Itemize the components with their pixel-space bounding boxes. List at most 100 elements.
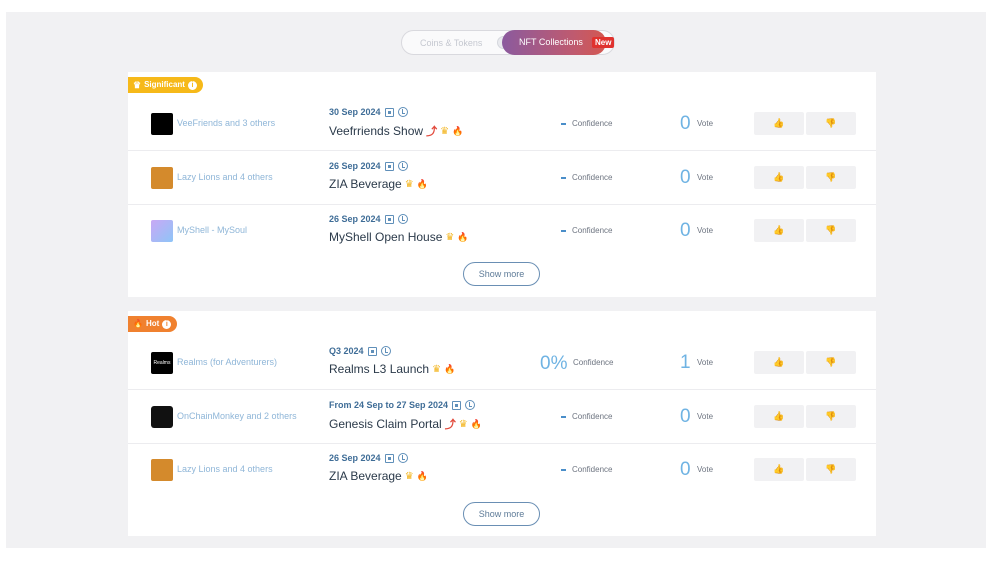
badge-label: Hot [145, 319, 160, 328]
thumbs-up-icon: 👍 [773, 411, 785, 421]
confidence-label: Confidence [572, 119, 613, 128]
confidence-label: Confidence [572, 226, 613, 235]
significant-section: ♛ Significant i VeeFriends and 3 others … [128, 72, 876, 297]
show-more-button[interactable]: Show more [463, 262, 540, 286]
confidence-value: 0% [540, 353, 568, 374]
flame-icon: 🔥 [452, 125, 464, 136]
upvote-button[interactable]: 👍 [754, 351, 804, 374]
collection-link[interactable]: VeeFriends and 3 others [177, 118, 276, 128]
vote-label: Vote [697, 412, 714, 421]
vote-label: Vote [697, 358, 714, 367]
clock-icon[interactable] [397, 107, 408, 117]
event-title[interactable]: ZIA Beverage ♛ 🔥 [329, 177, 428, 191]
calendar-icon[interactable] [452, 400, 462, 410]
event-date: 26 Sep 2024 [329, 214, 408, 224]
event-title[interactable]: Veefrriends Show ⤴ ♛ 🔥 [329, 124, 464, 138]
collection-avatar [151, 459, 173, 481]
downvote-button[interactable]: 👎 [806, 458, 856, 481]
vote-count: 0 [680, 459, 691, 480]
upvote-button[interactable]: 👍 [754, 219, 804, 242]
upvote-button[interactable]: 👍 [754, 166, 804, 189]
collection-avatar [151, 167, 173, 189]
upvote-button[interactable]: 👍 [754, 405, 804, 428]
collection-avatar [151, 220, 173, 242]
collection-link[interactable]: Lazy Lions and 4 others [177, 464, 273, 474]
new-badge: New [592, 37, 615, 48]
flame-icon: 🔥 [457, 231, 469, 242]
event-title[interactable]: ZIA Beverage ♛ 🔥 [329, 469, 428, 483]
clock-icon[interactable] [397, 161, 408, 171]
calendar-icon[interactable] [367, 346, 377, 356]
flame-icon: 🔥 [444, 363, 456, 374]
vote-count: 1 [680, 352, 691, 373]
info-icon[interactable]: i [162, 319, 172, 329]
vote-label: Vote [697, 465, 714, 474]
event-row[interactable]: Lazy Lions and 4 others 26 Sep 2024 ZIA … [128, 152, 876, 205]
event-row[interactable]: Realms Realms (for Adventurers) Q3 2024 … [128, 337, 876, 390]
show-more-button[interactable]: Show more [463, 502, 540, 526]
event-title[interactable]: Realms L3 Launch ♛ 🔥 [329, 362, 456, 376]
clock-icon[interactable] [397, 214, 408, 224]
event-title[interactable]: Genesis Claim Portal ⤴ ♛ 🔥 [329, 417, 482, 431]
coins-tokens-option[interactable]: Coins & Tokens [420, 38, 483, 48]
thumbs-down-icon: 👎 [825, 411, 837, 421]
downvote-button[interactable]: 👎 [806, 405, 856, 428]
confidence-label: Confidence [572, 412, 613, 421]
flame-icon: 🔥 [416, 178, 428, 189]
calendar-icon[interactable] [384, 161, 394, 171]
vote-count: 0 [680, 167, 691, 188]
vote-label: Vote [697, 226, 714, 235]
market-type-toggle[interactable]: Coins & Tokens NFT Collections New [401, 30, 615, 55]
downvote-button[interactable]: 👎 [806, 166, 856, 189]
confidence-value [561, 230, 566, 232]
confidence-label: Confidence [573, 358, 614, 367]
thumbs-up-icon: 👍 [773, 172, 785, 182]
event-title[interactable]: MyShell Open House ♛ 🔥 [329, 230, 469, 244]
downvote-button[interactable]: 👎 [806, 112, 856, 135]
calendar-icon[interactable] [384, 214, 394, 224]
crown-icon: ♛ [404, 178, 414, 190]
collection-link[interactable]: Lazy Lions and 4 others [177, 172, 273, 182]
confidence-value [561, 123, 566, 125]
crown-icon: ♛ [404, 470, 414, 482]
confidence-label: Confidence [572, 173, 613, 182]
event-date: 26 Sep 2024 [329, 453, 408, 463]
upvote-button[interactable]: 👍 [754, 112, 804, 135]
event-row[interactable]: VeeFriends and 3 others 30 Sep 2024 Veef… [128, 98, 876, 151]
event-row[interactable]: Lazy Lions and 4 others 26 Sep 2024 ZIA … [128, 444, 876, 497]
collection-avatar: Realms [151, 352, 173, 374]
crown-icon: ♛ [432, 363, 442, 375]
downvote-button[interactable]: 👎 [806, 219, 856, 242]
vote-label: Vote [697, 173, 714, 182]
upvote-button[interactable]: 👍 [754, 458, 804, 481]
thumbs-up-icon: 👍 [773, 225, 785, 235]
badge-label: Significant [144, 80, 185, 89]
thumbs-down-icon: 👎 [825, 172, 837, 182]
event-row[interactable]: OnChainMonkey and 2 others From 24 Sep t… [128, 391, 876, 444]
collection-link[interactable]: MyShell - MySoul [177, 225, 248, 235]
calendar-icon[interactable] [384, 107, 394, 117]
confidence-value [561, 469, 566, 471]
thumbs-down-icon: 👎 [825, 357, 837, 367]
crown-icon: ♛ [458, 418, 468, 430]
clock-icon[interactable] [380, 346, 391, 356]
thumbs-up-icon: 👍 [773, 118, 785, 128]
trending-up-icon: ⤴ [426, 126, 438, 138]
nft-collections-option[interactable]: NFT Collections [502, 30, 606, 55]
calendar-icon[interactable] [384, 453, 394, 463]
thumbs-down-icon: 👎 [825, 118, 837, 128]
collection-link[interactable]: OnChainMonkey and 2 others [177, 411, 297, 421]
info-icon[interactable]: i [187, 80, 197, 90]
event-date: 30 Sep 2024 [329, 107, 408, 117]
flame-icon: 🔥 [470, 418, 482, 429]
thumbs-up-icon: 👍 [773, 357, 785, 367]
collection-avatar [151, 113, 173, 135]
clock-icon[interactable] [397, 453, 408, 463]
event-row[interactable]: MyShell - MySoul 26 Sep 2024 MyShell Ope… [128, 205, 876, 258]
significant-badge: ♛ Significant i [128, 77, 203, 93]
downvote-button[interactable]: 👎 [806, 351, 856, 374]
thumbs-up-icon: 👍 [773, 464, 785, 474]
clock-icon[interactable] [465, 400, 476, 410]
collection-link[interactable]: Realms (for Adventurers) [177, 357, 278, 367]
thumbs-down-icon: 👎 [825, 225, 837, 235]
